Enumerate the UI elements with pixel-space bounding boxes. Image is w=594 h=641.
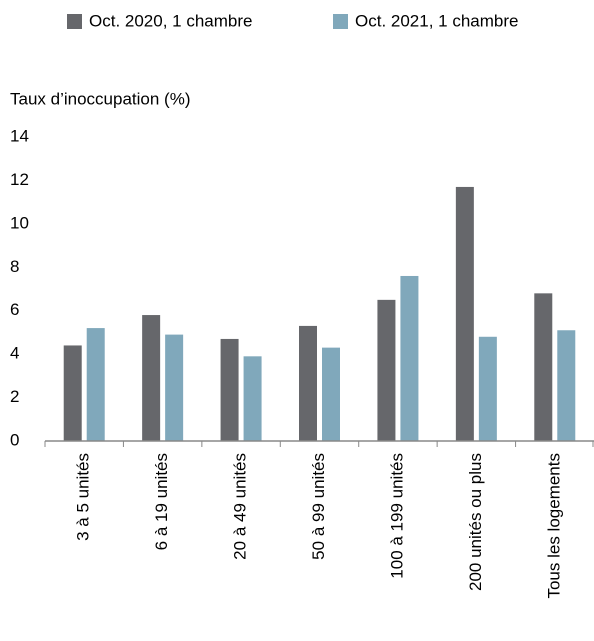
legend-label: Oct. 2020, 1 chambre [89,11,252,30]
bar [243,356,262,441]
legend-swatch [333,14,348,29]
bar [86,328,105,441]
bar [377,299,396,441]
y-tick-label: 12 [10,170,29,189]
bar [557,330,576,441]
bar [220,338,239,441]
y-tick-label: 4 [10,344,19,363]
y-axis-title: Taux d’inoccupation (%) [10,89,190,108]
bar [63,345,82,441]
bar [400,275,419,441]
y-tick-label: 6 [10,300,19,319]
bar [142,315,161,441]
bar [322,347,340,441]
x-tick-label: 50 à 99 unités [309,453,328,560]
y-tick-label: 10 [10,213,29,232]
x-tick-label: 200 unités ou plus [466,453,485,591]
bar [455,186,474,441]
y-tick-label: 8 [10,257,19,276]
bar [534,293,553,441]
bar [165,334,184,441]
x-tick-label: 6 à 19 unités [152,453,171,550]
legend-label: Oct. 2021, 1 chambre [355,11,518,30]
y-tick-label: 0 [10,430,19,449]
x-tick-label: 20 à 49 unités [231,453,250,560]
bar [478,336,497,441]
x-tick-label: 100 à 199 unités [387,453,406,579]
y-tick-label: 14 [10,126,29,145]
x-tick-label: Tous les logements [544,453,563,599]
x-tick-label: 3 à 5 unités [74,453,93,541]
legend-swatch [67,14,82,29]
bar [299,325,317,441]
y-tick-label: 2 [10,387,19,406]
